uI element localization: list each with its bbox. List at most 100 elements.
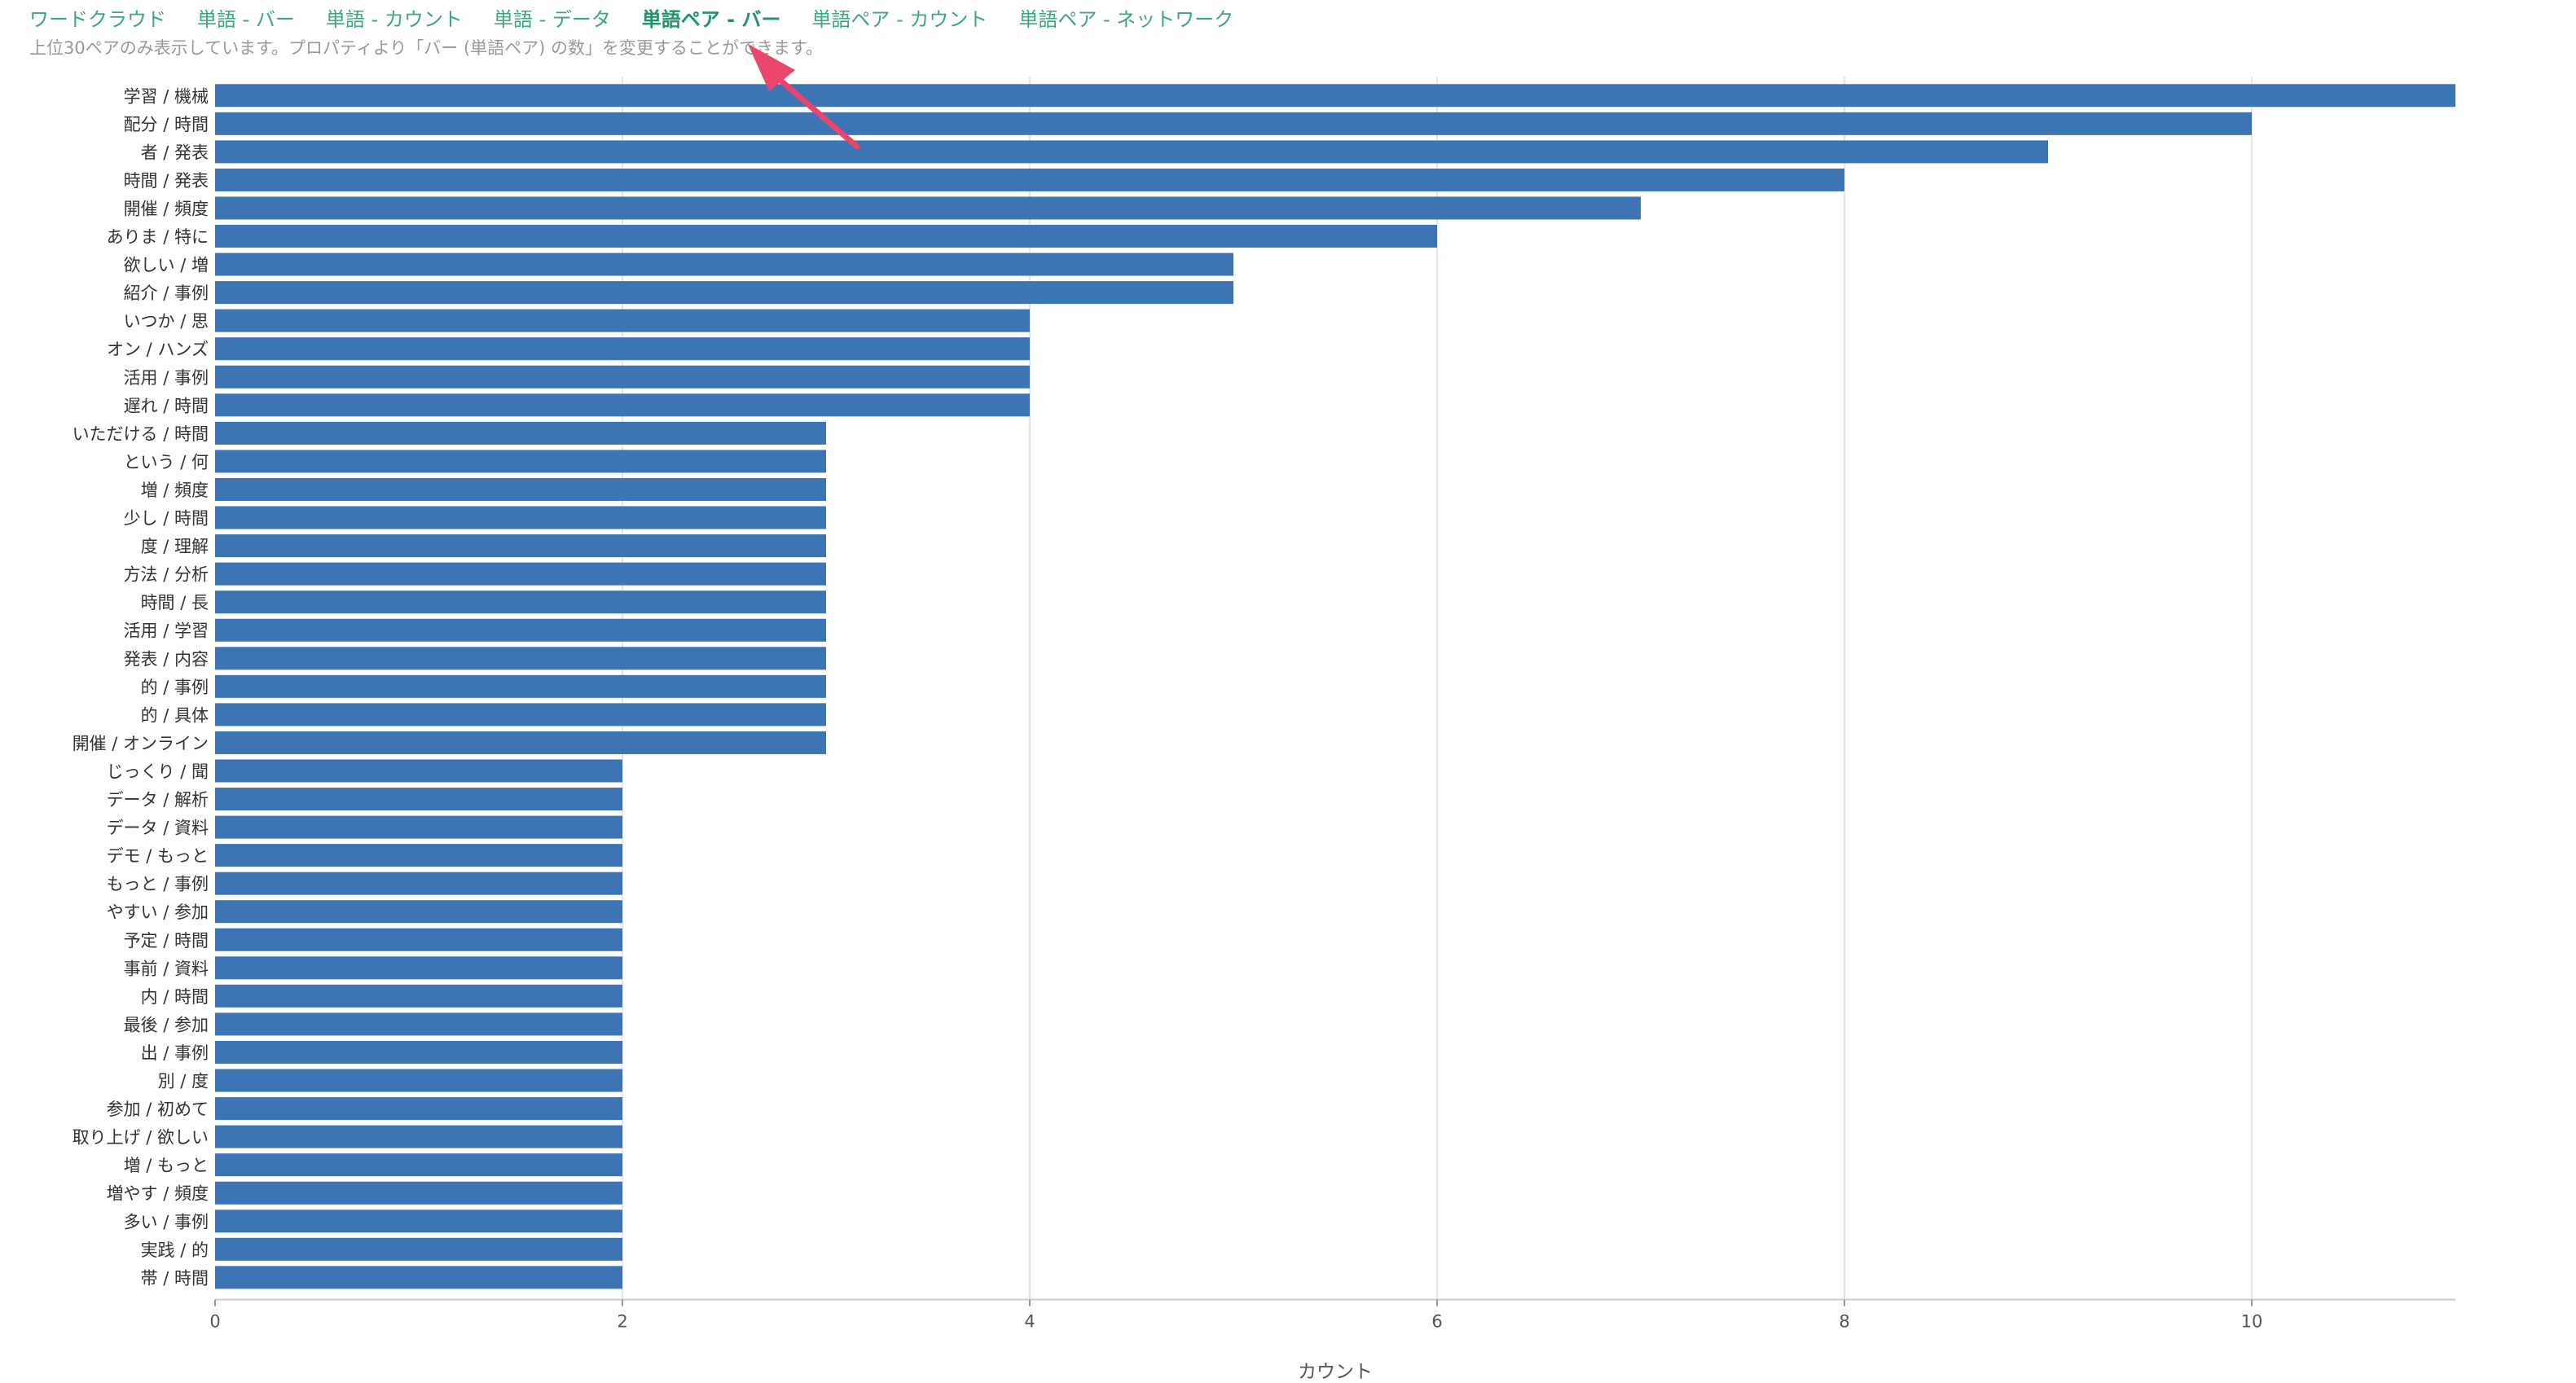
category-label: 増 / 頻度 <box>141 481 209 500</box>
category-label: いただける / 時間 <box>73 424 209 444</box>
category-label: 開催 / オンライン <box>73 734 209 753</box>
bar <box>215 674 826 698</box>
category-label: データ / 資料 <box>107 819 209 838</box>
category-label: 多い / 事例 <box>124 1212 209 1232</box>
bar <box>215 506 826 529</box>
bar <box>215 1012 622 1036</box>
category-label: 活用 / 学習 <box>124 621 209 641</box>
info-note: 上位30ペアのみ表示しています。プロパティより「バー (単語ペア) の数」を変更… <box>29 38 823 58</box>
bar <box>215 1153 622 1177</box>
bar <box>215 450 826 473</box>
category-label: オン / ハンズ <box>107 340 209 359</box>
category-label: データ / 解析 <box>107 790 209 810</box>
category-label: 出 / 事例 <box>141 1043 209 1063</box>
category-label: 発表 / 内容 <box>124 649 209 669</box>
category-label: 増 / もっと <box>124 1156 209 1175</box>
bar <box>215 309 1030 332</box>
category-label: デモ / もっと <box>107 846 209 866</box>
category-label: 活用 / 事例 <box>124 368 209 388</box>
tab-0[interactable]: ワードクラウド <box>29 8 166 31</box>
bar <box>215 168 1844 191</box>
category-label: 時間 / 発表 <box>124 171 209 191</box>
bar <box>215 872 622 895</box>
bar <box>215 562 826 586</box>
bar <box>215 591 826 614</box>
bar <box>215 337 1030 361</box>
x-tick-label: 2 <box>617 1312 627 1332</box>
tab-6[interactable]: 単語ペア - ネットワーク <box>1018 8 1234 31</box>
tab-5[interactable]: 単語ペア - カウント <box>811 8 988 31</box>
category-label: 配分 / 時間 <box>124 115 209 134</box>
category-label: 紹介 / 事例 <box>124 283 209 303</box>
tab-2[interactable]: 単語 - カウント <box>325 8 463 31</box>
category-label: 欲しい / 増 <box>124 256 209 275</box>
category-label: 開催 / 頻度 <box>124 199 209 218</box>
tab-1[interactable]: 単語 - バー <box>197 8 295 31</box>
bar <box>215 844 622 867</box>
bar <box>215 815 622 839</box>
bar <box>215 647 826 670</box>
category-label: 度 / 理解 <box>141 537 209 556</box>
x-tick-label: 6 <box>1431 1312 1442 1332</box>
bar <box>215 788 622 811</box>
category-label: やすい / 参加 <box>107 902 209 922</box>
x-tick-label: 0 <box>209 1312 220 1332</box>
x-axis-title: カウント <box>1298 1362 1373 1383</box>
bar <box>215 393 1030 417</box>
tab-bar: ワードクラウド 単語 - バー 単語 - カウント 単語 - データ 単語ペア - バー… <box>29 3 1264 36</box>
category-label: もっと / 事例 <box>107 875 209 894</box>
bar <box>215 1097 622 1121</box>
category-label: じっくり / 聞 <box>107 762 209 781</box>
bar <box>215 618 826 642</box>
x-tick-label: 4 <box>1024 1312 1035 1332</box>
bar <box>215 1125 622 1148</box>
bar <box>215 956 622 980</box>
bar <box>215 928 622 951</box>
bar <box>215 534 826 558</box>
bar <box>215 252 1233 276</box>
bar <box>215 421 826 445</box>
bar <box>215 984 622 1008</box>
bar <box>215 759 622 783</box>
bar <box>215 477 826 501</box>
bar <box>215 1181 622 1205</box>
bar <box>215 225 1437 248</box>
category-label: 事前 / 資料 <box>124 959 209 978</box>
category-label: 方法 / 分析 <box>124 565 209 585</box>
bar <box>215 900 622 924</box>
category-label: という / 何 <box>124 452 209 472</box>
category-label: 帯 / 時間 <box>141 1268 209 1288</box>
category-label: 別 / 度 <box>158 1072 209 1091</box>
category-label: 学習 / 機械 <box>124 86 209 106</box>
category-label: 予定 / 時間 <box>124 931 209 951</box>
category-label: 増やす / 頻度 <box>107 1184 209 1204</box>
category-label: 時間 / 長 <box>141 593 209 612</box>
bar <box>215 140 2048 164</box>
bar <box>215 84 2455 108</box>
category-label: 参加 / 初めて <box>107 1100 209 1119</box>
bar <box>215 112 2252 135</box>
category-label: 少し / 時間 <box>124 509 209 529</box>
x-tick-label: 10 <box>2241 1312 2263 1332</box>
category-label: 最後 / 参加 <box>124 1015 209 1034</box>
category-label: ありま / 特に <box>107 227 209 247</box>
category-label: いつか / 思 <box>124 312 209 331</box>
category-label: 取り上げ / 欲しい <box>73 1128 209 1148</box>
bar <box>215 1210 622 1233</box>
bar <box>215 1069 622 1092</box>
tab-4[interactable]: 単語ペア - バー <box>641 8 781 31</box>
tab-3[interactable]: 単語 - データ <box>493 8 611 31</box>
bar <box>215 1266 622 1289</box>
category-label: 的 / 事例 <box>141 678 209 697</box>
bar <box>215 196 1641 220</box>
category-label: 実践 / 的 <box>141 1240 209 1260</box>
bar <box>215 1040 622 1064</box>
bar <box>215 1237 622 1261</box>
category-label: 者 / 発表 <box>141 143 209 162</box>
bar <box>215 703 826 727</box>
bar <box>215 281 1233 305</box>
bar <box>215 365 1030 389</box>
category-label: 遅れ / 時間 <box>124 396 209 415</box>
bar <box>215 731 826 754</box>
